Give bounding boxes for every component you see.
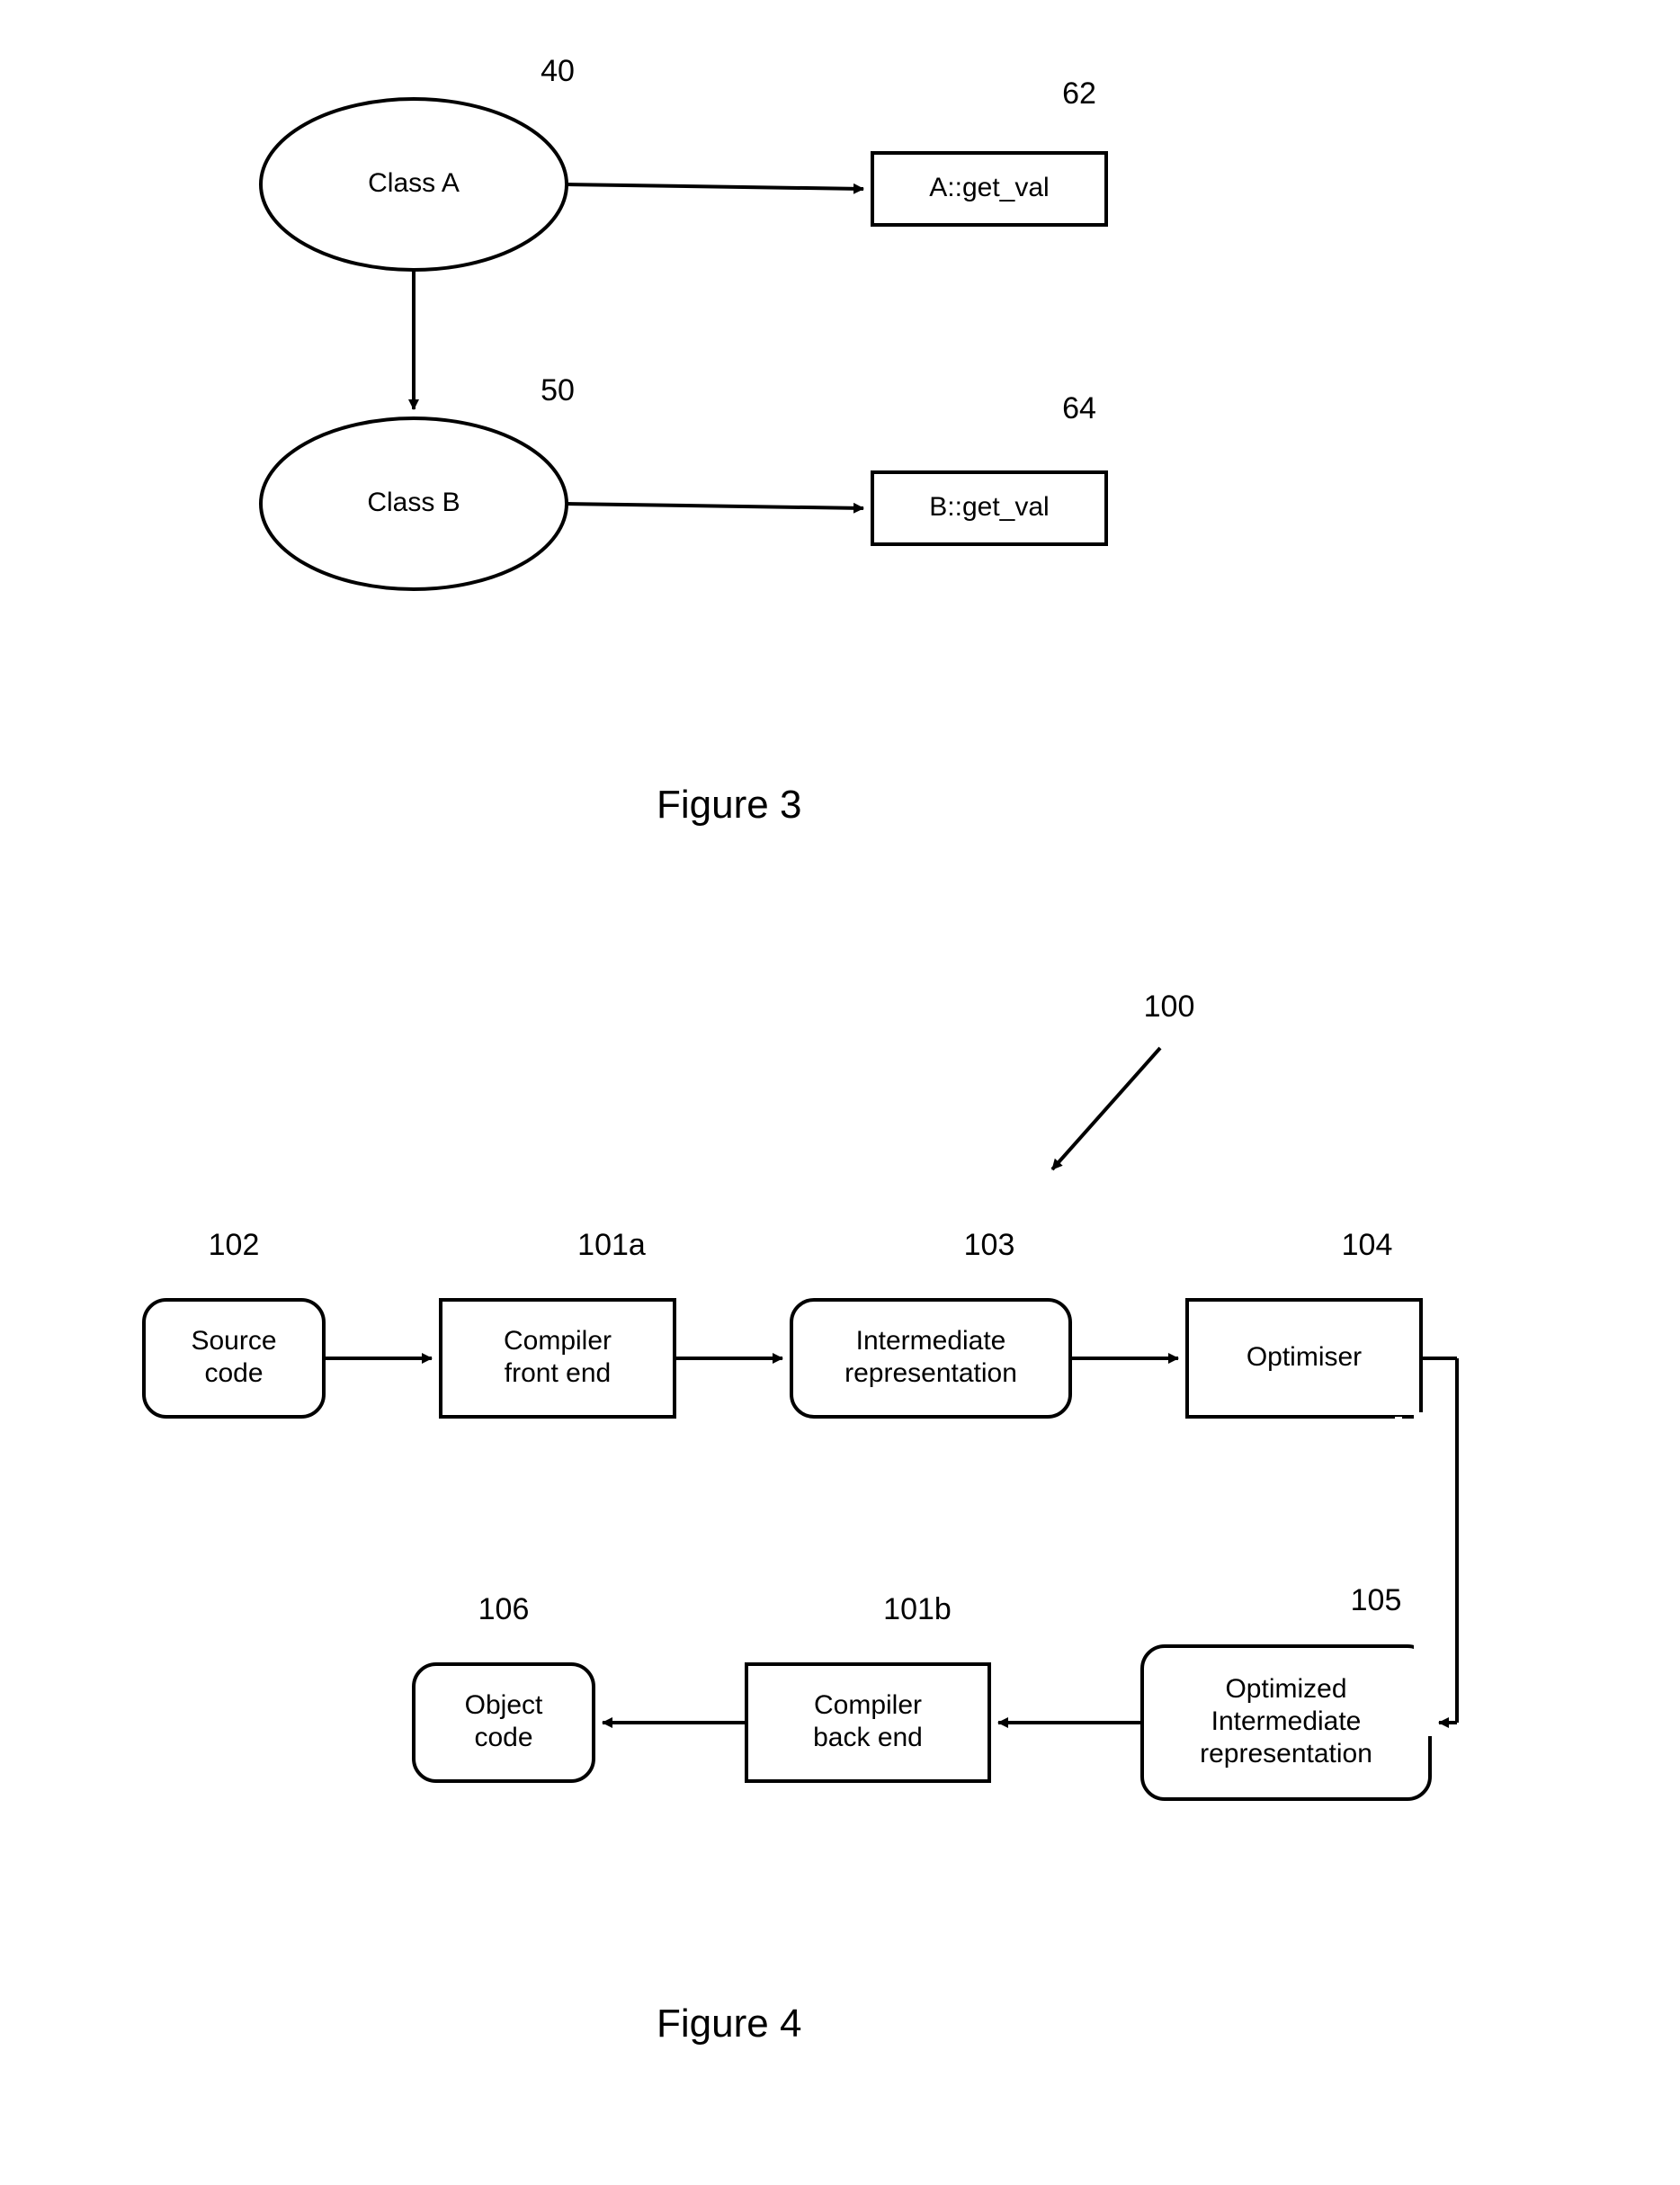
svg-text:104: 104 — [1342, 1228, 1393, 1262]
svg-text:code: code — [474, 1723, 532, 1752]
diagram-canvas: Class A 40Class B 50 A::get_val 62B::get_val… — [0, 0, 1680, 2185]
figure-3-caption: Figure 3 — [657, 783, 801, 828]
svg-text:front end: front end — [505, 1358, 611, 1388]
svg-text:Optimiser: Optimiser — [1247, 1342, 1362, 1372]
svg-text:representation: representation — [844, 1358, 1017, 1388]
svg-text:64: 64 — [1062, 391, 1096, 425]
svg-text:103: 103 — [964, 1228, 1015, 1262]
svg-text:Compiler: Compiler — [814, 1690, 922, 1720]
svg-text:40: 40 — [541, 54, 575, 88]
svg-text:Class A: Class A — [368, 168, 460, 198]
svg-text:Intermediate: Intermediate — [1211, 1706, 1362, 1736]
svg-text:Intermediate: Intermediate — [856, 1326, 1006, 1356]
svg-text:101b: 101b — [883, 1592, 952, 1626]
svg-text:100: 100 — [1144, 990, 1195, 1024]
svg-text:Source: Source — [191, 1326, 276, 1356]
svg-text:Class B: Class B — [367, 488, 460, 517]
svg-text:101a: 101a — [577, 1228, 646, 1262]
svg-text:50: 50 — [541, 373, 575, 407]
svg-text:code: code — [204, 1358, 263, 1388]
svg-text:A::get_val: A::get_val — [929, 173, 1049, 202]
svg-text:102: 102 — [209, 1228, 260, 1262]
svg-text:Object: Object — [465, 1690, 543, 1720]
svg-text:back end: back end — [813, 1723, 923, 1752]
svg-text:62: 62 — [1062, 76, 1096, 111]
svg-text:106: 106 — [478, 1592, 530, 1626]
svg-text:Optimized: Optimized — [1225, 1674, 1346, 1704]
svg-text:representation: representation — [1200, 1739, 1372, 1769]
figure-4-caption: Figure 4 — [657, 2001, 801, 2046]
page: Class A 40Class B 50 A::get_val 62B::get_val… — [0, 0, 1680, 2185]
svg-text:Compiler: Compiler — [504, 1326, 612, 1356]
svg-text:B::get_val: B::get_val — [929, 492, 1049, 522]
svg-text:105: 105 — [1351, 1583, 1402, 1617]
